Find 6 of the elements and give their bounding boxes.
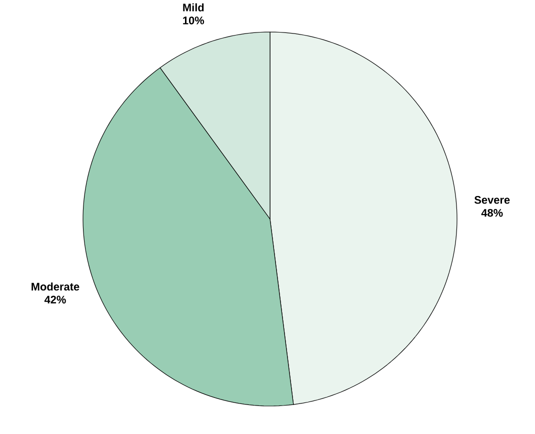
- slice-label: Severe: [474, 196, 510, 204]
- data-label: 10%: [183, 16, 204, 24]
- data-label: 48%: [481, 208, 503, 217]
- slice-label: Mild: [183, 3, 204, 12]
- slice-label: Moderate: [32, 282, 80, 291]
- data-label: 42%: [44, 296, 66, 304]
